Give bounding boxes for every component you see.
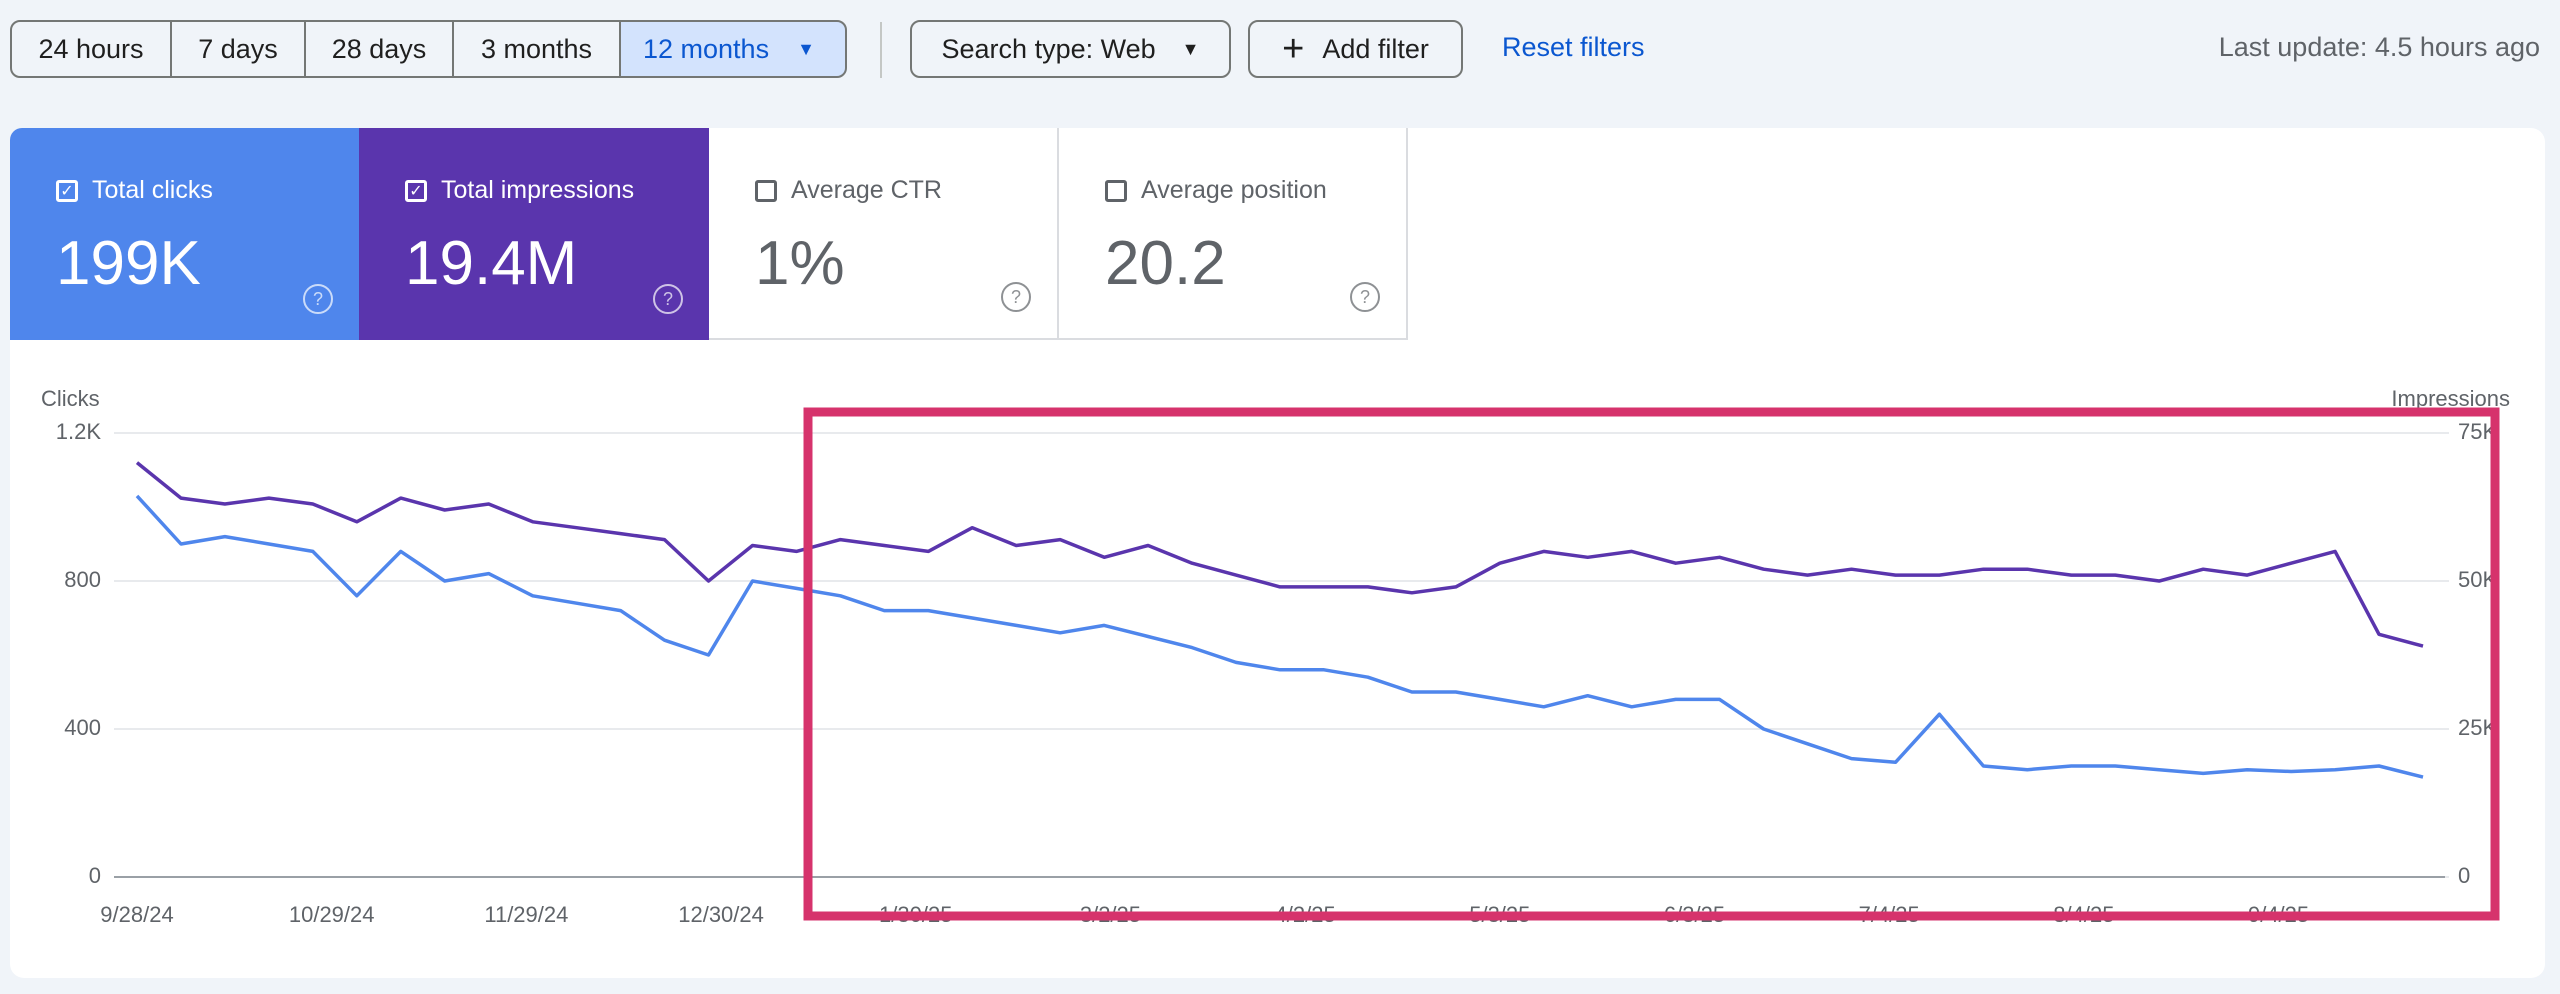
- range-label: 12 months: [643, 33, 770, 64]
- y2-tick-label: 0: [2458, 863, 2470, 888]
- card-label: Total impressions: [441, 176, 635, 204]
- checkbox: [1105, 179, 1127, 202]
- card-label: Average CTR: [791, 176, 942, 204]
- checkbox: ✓: [56, 179, 78, 202]
- y2-axis-label: Impressions: [2391, 386, 2510, 411]
- help-icon[interactable]: ?: [1350, 282, 1380, 312]
- card-value: 199K: [56, 229, 201, 298]
- x-tick-label: 12/30/24: [678, 902, 764, 927]
- y-axis-label: Clicks: [41, 386, 100, 411]
- y-tick-label: 800: [64, 567, 101, 592]
- search-type-label: Search type: Web: [941, 33, 1156, 64]
- series-line: [135, 461, 2424, 648]
- card-label-row: ✓ Total impressions: [405, 176, 634, 205]
- card-label-row: ✓ Total clicks: [56, 176, 213, 205]
- x-tick-label: 9/28/24: [100, 902, 173, 927]
- last-update: Last update: 4.5 hours ago: [2218, 32, 2540, 62]
- dropdown-arrow: ▼: [1181, 38, 1200, 59]
- plus-icon: +: [1282, 27, 1305, 70]
- range-button-selected[interactable]: 12 months ▼: [619, 20, 847, 78]
- checkbox: [755, 179, 777, 202]
- highlight-box: [803, 407, 2500, 921]
- y-tick-label: 0: [89, 863, 101, 888]
- add-filter-label: Add filter: [1322, 33, 1429, 64]
- reset-filters-link[interactable]: Reset filters: [1502, 32, 1645, 62]
- card-label: Average position: [1141, 176, 1327, 204]
- card-value: 1%: [755, 229, 845, 298]
- x-tick-label: 11/29/24: [484, 902, 568, 927]
- add-filter-button[interactable]: + Add filter: [1248, 20, 1463, 78]
- range-button[interactable]: 7 days: [170, 20, 306, 78]
- x-tick-label: 10/29/24: [289, 902, 375, 927]
- card-value: 20.2: [1105, 229, 1226, 298]
- range-button[interactable]: 3 months: [452, 20, 621, 78]
- range-button[interactable]: 28 days: [304, 20, 454, 78]
- help-icon[interactable]: ?: [1001, 282, 1031, 312]
- y-tick-label: 1.2K: [56, 419, 102, 444]
- series-line: [135, 494, 2424, 779]
- search-type-button[interactable]: Search type: Web ▼: [910, 20, 1231, 78]
- y-tick-label: 400: [64, 715, 101, 740]
- card-label-row: Average position: [1105, 176, 1327, 205]
- metric-card[interactable]: ✓ Total impressions 19.4M?: [359, 128, 709, 340]
- dropdown-arrow: ▼: [797, 38, 815, 59]
- card-label: Total clicks: [92, 176, 213, 204]
- range-button[interactable]: 24 hours: [10, 20, 172, 78]
- metric-card[interactable]: Average position 20.2?: [1059, 128, 1408, 340]
- card-value: 19.4M: [405, 229, 578, 298]
- card-label-row: Average CTR: [755, 176, 942, 205]
- metric-card[interactable]: ✓ Total clicks 199K?: [10, 128, 359, 340]
- checkbox: ✓: [405, 179, 427, 202]
- divider: [880, 22, 882, 78]
- metric-card[interactable]: Average CTR 1%?: [709, 128, 1059, 340]
- help-icon[interactable]: ?: [653, 284, 683, 314]
- help-icon[interactable]: ?: [303, 284, 333, 314]
